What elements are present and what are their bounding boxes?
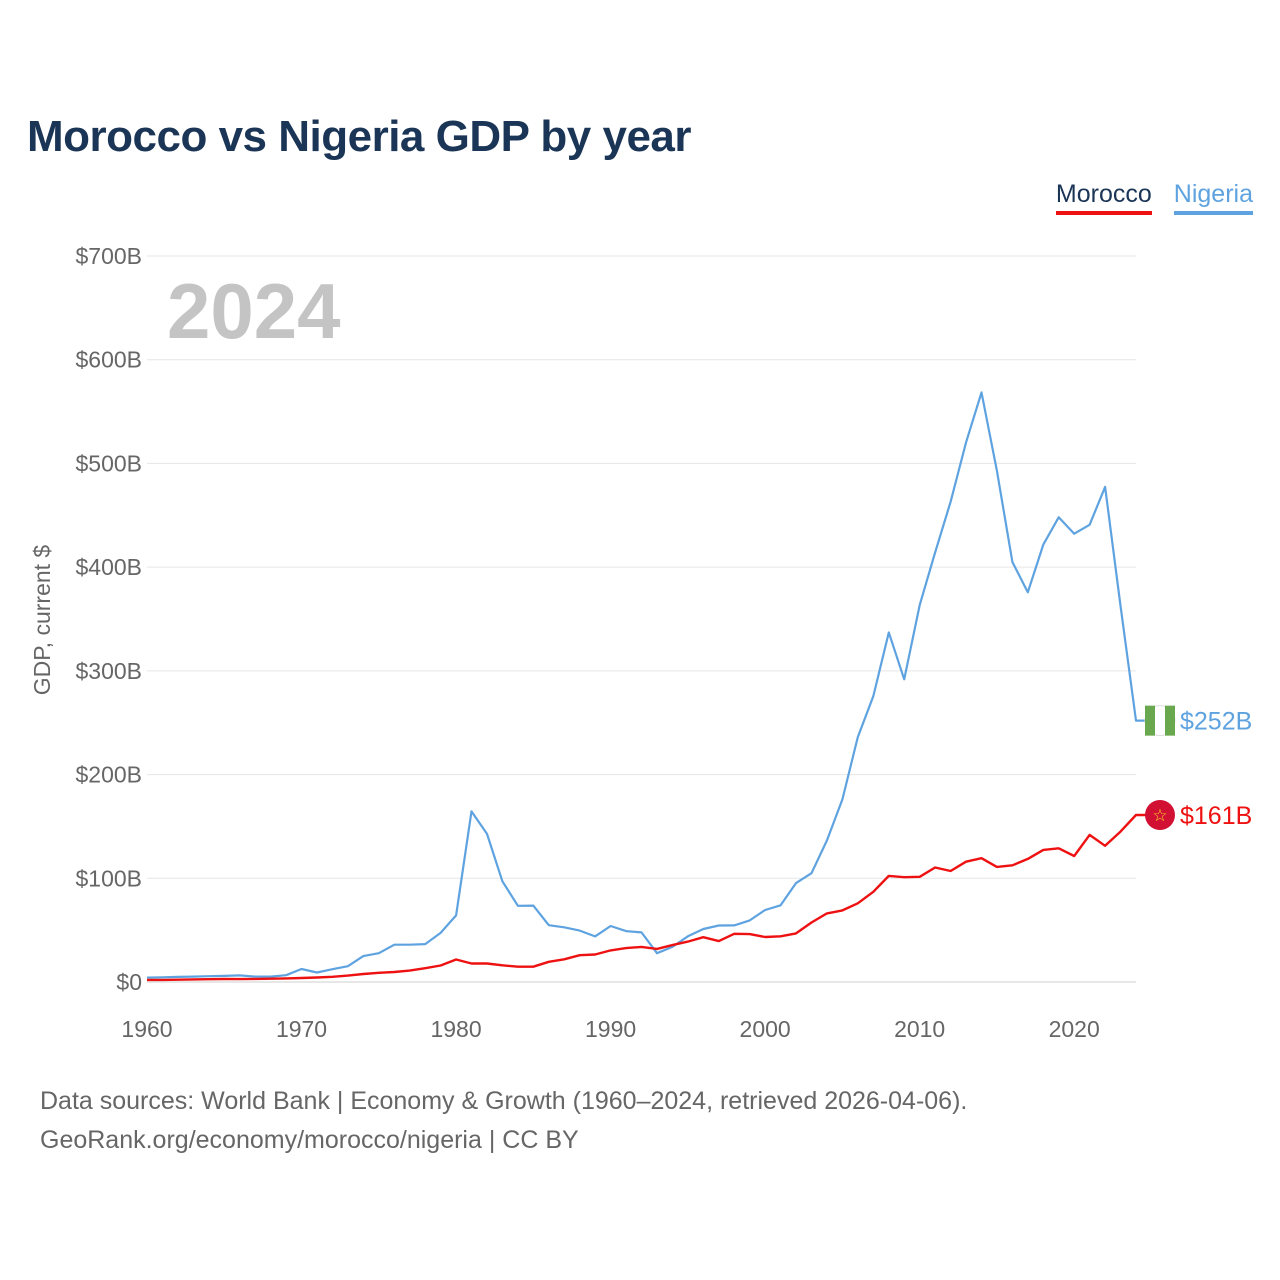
y-tick-label: $300B: [75, 658, 142, 684]
legend: Morocco Nigeria: [1055, 180, 1253, 215]
x-tick-label: 2010: [894, 1016, 945, 1042]
y-tick-label: $400B: [75, 554, 142, 580]
nigeria-flag-stripe: [1165, 705, 1175, 736]
year-watermark: 2024: [167, 267, 341, 355]
morocco-end-label: $161B: [1180, 802, 1252, 830]
x-tick-label: 2000: [740, 1016, 791, 1042]
nigeria-end-label: $252B: [1180, 708, 1252, 736]
legend-morocco[interactable]: Morocco: [1055, 180, 1152, 215]
x-axis-ticks: 1960 1970 1980 1990 2000 2010 2020: [121, 1016, 1099, 1042]
y-axis-ticks: $0 $100B $200B $300B $400B $500B $600B $700B: [75, 243, 142, 995]
x-tick-label: 2020: [1049, 1016, 1100, 1042]
x-tick-label: 1970: [276, 1016, 327, 1042]
morocco-series-line: [147, 813, 1146, 982]
chart-title: Morocco vs Nigeria GDP by year: [27, 112, 692, 161]
x-tick-label: 1980: [430, 1016, 481, 1042]
footer-sources: Data sources: World Bank | Economy & Gro…: [40, 1087, 968, 1115]
morocco-flag-icon: [1145, 800, 1175, 831]
nigeria-series-line: [146, 391, 1146, 979]
end-markers: ☆ $161B $252B: [1144, 705, 1252, 831]
y-tick-label: $700B: [75, 243, 142, 269]
x-tick-label: 1990: [585, 1016, 636, 1042]
y-axis-label: GDP, current $: [29, 545, 55, 696]
footer-url[interactable]: GeoRank.org/economy/morocco/nigeria | CC…: [40, 1126, 579, 1154]
morocco-flag-star: ☆: [1152, 806, 1167, 826]
morocco-end-marker: ☆ $161B: [1145, 800, 1252, 831]
y-tick-label: $200B: [75, 762, 142, 788]
y-tick-label: $100B: [75, 865, 142, 891]
y-tick-label: $600B: [75, 347, 142, 373]
y-tick-label: $0: [116, 969, 142, 995]
x-tick-label: 1960: [121, 1016, 172, 1042]
nigeria-flag-stripe: [1145, 705, 1155, 736]
y-tick-label: $500B: [75, 450, 142, 476]
gridlines: [147, 255, 1136, 983]
series-lines: [146, 391, 1146, 982]
legend-nigeria[interactable]: Nigeria: [1173, 180, 1253, 215]
nigeria-end-marker: $252B: [1144, 705, 1252, 737]
footer: Data sources: World Bank | Economy & Gro…: [40, 1082, 967, 1160]
